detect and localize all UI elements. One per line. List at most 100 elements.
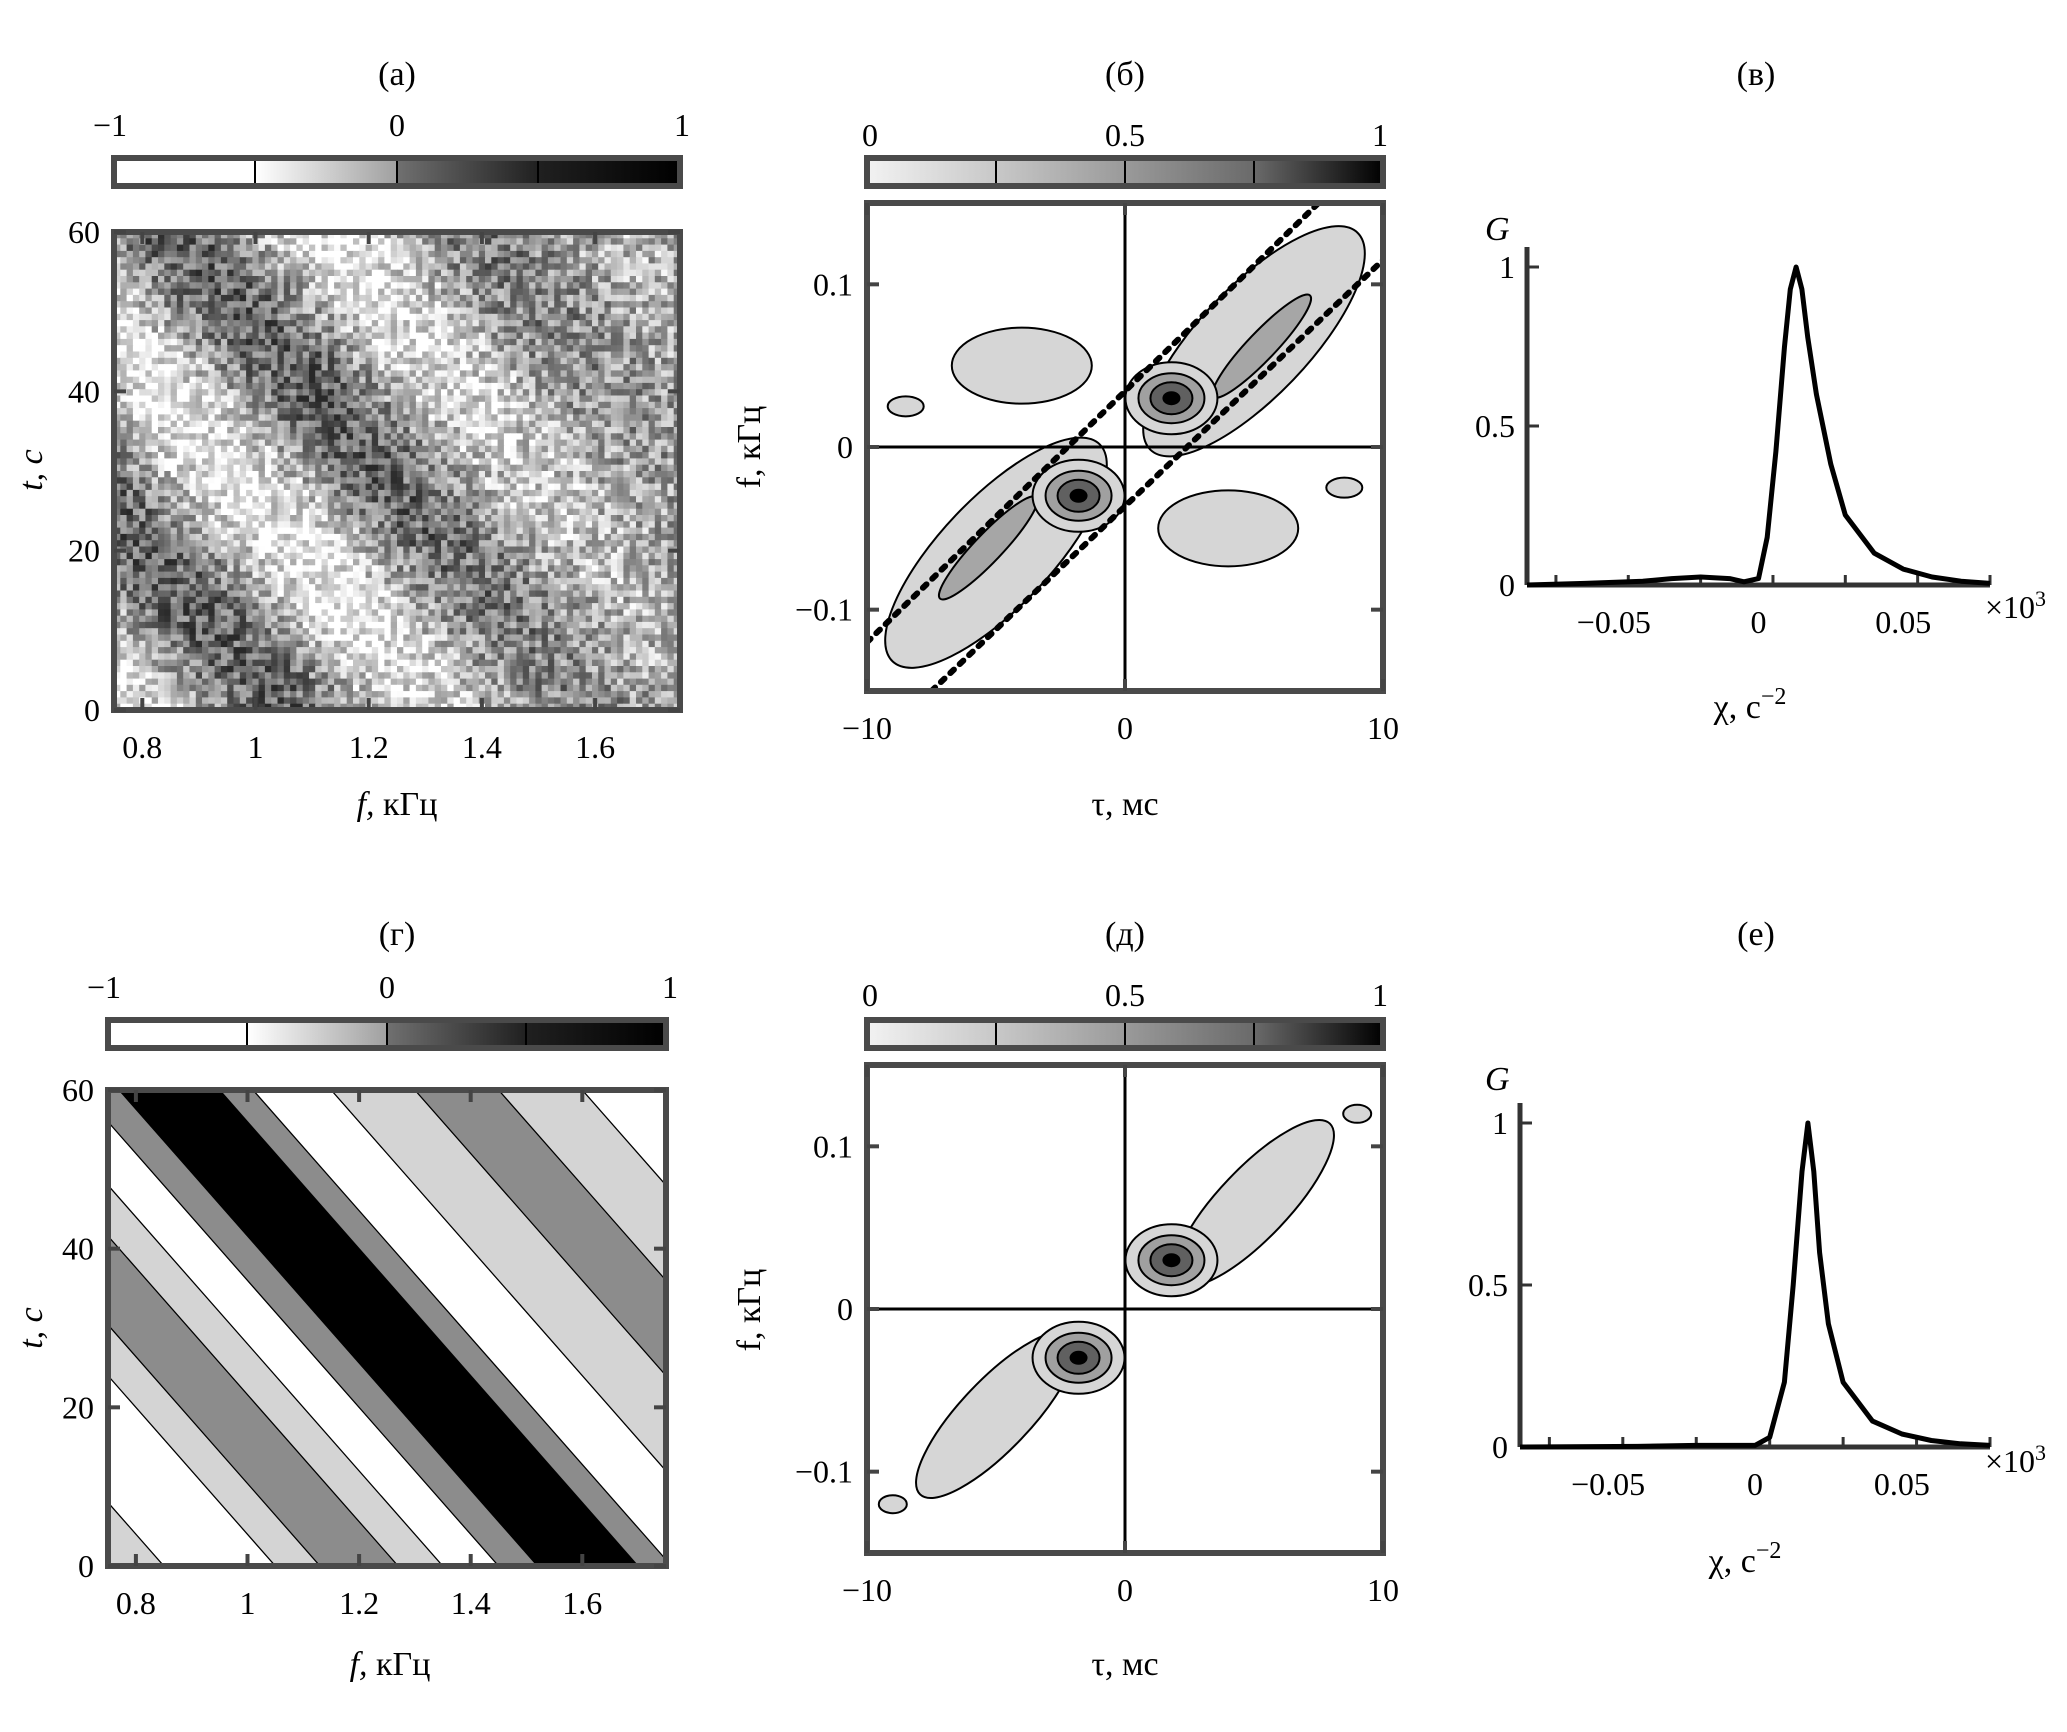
heatmap-cell <box>598 301 606 309</box>
heatmap-cell <box>321 307 329 315</box>
heatmap-cell <box>114 269 121 277</box>
heatmap-cell <box>120 464 128 472</box>
heatmap-cell <box>195 477 203 485</box>
heatmap-cell <box>359 288 367 296</box>
heatmap-cell <box>547 439 555 447</box>
heatmap-cell <box>264 577 272 585</box>
heatmap-cell <box>233 401 241 409</box>
heatmap-cell <box>114 477 121 485</box>
heatmap-cell <box>233 345 241 353</box>
heatmap-cell <box>327 276 335 283</box>
heatmap-cell <box>472 540 480 548</box>
heatmap-cell <box>604 452 612 459</box>
heatmap-cell <box>296 552 304 560</box>
heatmap-cell <box>290 288 297 296</box>
heatmap-cell <box>566 483 574 491</box>
heatmap-cell <box>340 313 348 321</box>
heatmap-cell <box>397 269 404 277</box>
heatmap-cell <box>667 477 675 485</box>
heatmap-cell <box>604 326 612 334</box>
heatmap-cell <box>598 452 606 459</box>
heatmap-cell <box>327 401 335 409</box>
heatmap-cell <box>340 370 348 378</box>
heatmap-cell <box>132 508 140 516</box>
heatmap-cell <box>667 351 675 359</box>
heatmap-cell <box>390 288 398 296</box>
heatmap-cell <box>667 464 675 472</box>
heatmap-cell <box>302 559 310 566</box>
heatmap-cell <box>384 571 392 579</box>
heatmap-cell <box>466 502 474 510</box>
heatmap-cell <box>302 565 310 573</box>
heatmap-cell <box>277 471 285 478</box>
heatmap-cell <box>170 301 178 309</box>
heatmap-cell <box>415 307 423 315</box>
heatmap-cell <box>227 515 235 522</box>
heatmap-cell <box>176 244 184 252</box>
heatmap-cell <box>120 502 128 510</box>
heatmap-cell <box>114 571 121 579</box>
heatmap-cell <box>264 408 272 415</box>
heatmap-cell <box>246 527 253 535</box>
heatmap-cell <box>220 521 228 529</box>
heatmap-cell <box>315 313 323 321</box>
heatmap-cell <box>397 338 404 346</box>
heatmap-cell <box>491 294 499 302</box>
heatmap-cell <box>202 546 209 554</box>
heatmap-cell <box>466 527 474 535</box>
heatmap-cell <box>176 559 184 566</box>
heatmap-cell <box>598 527 606 535</box>
heatmap-cell <box>459 420 467 428</box>
heatmap-cell <box>397 288 404 296</box>
heatmap-cell <box>541 395 549 403</box>
heatmap-cell <box>239 540 247 548</box>
heatmap-cell <box>321 571 329 579</box>
heatmap-cell <box>629 376 637 384</box>
heatmap-cell <box>164 382 172 390</box>
heatmap-cell <box>239 420 247 428</box>
heatmap-cell <box>516 414 524 422</box>
heatmap-cell <box>441 276 448 283</box>
heatmap-cell <box>636 301 643 309</box>
heatmap-cell <box>302 508 310 516</box>
heatmap-cell <box>164 420 172 428</box>
heatmap-cell <box>371 427 379 434</box>
heatmap-cell <box>617 282 624 290</box>
heatmap-cell <box>497 420 505 428</box>
heatmap-cell <box>283 364 291 371</box>
heatmap-cell <box>208 527 216 535</box>
heatmap-cell <box>315 345 323 353</box>
heatmap-cell <box>309 307 316 315</box>
heatmap-cell <box>145 301 153 309</box>
heatmap-cell <box>220 357 228 365</box>
heatmap-cell <box>258 496 266 504</box>
heatmap-cell <box>340 301 348 309</box>
heatmap-cell <box>434 414 442 422</box>
heatmap-cell <box>214 357 222 365</box>
heatmap-cell <box>623 420 631 428</box>
heatmap-cell <box>667 263 675 271</box>
heatmap-cell <box>554 471 562 478</box>
heatmap-cell <box>126 521 134 529</box>
heatmap-cell <box>642 427 650 434</box>
heatmap-cell <box>554 332 562 340</box>
heatmap-cell <box>535 471 543 478</box>
heatmap-cell <box>176 364 184 371</box>
heatmap-cell <box>629 320 637 327</box>
heatmap-cell <box>535 257 543 265</box>
heatmap-cell <box>497 502 505 510</box>
heatmap-cell <box>290 269 297 277</box>
heatmap-cell <box>258 458 266 466</box>
heatmap-cell <box>497 238 505 246</box>
heatmap-cell <box>139 515 147 522</box>
heatmap-cell <box>315 489 323 497</box>
heatmap-cell <box>239 320 247 327</box>
heatmap-cell <box>478 351 486 359</box>
heatmap-cell <box>485 351 492 359</box>
heatmap-cell <box>365 313 373 321</box>
heatmap-cell <box>132 238 140 246</box>
heatmap-cell <box>547 552 555 560</box>
heatmap-cell <box>422 282 430 290</box>
heatmap-cell <box>277 433 285 441</box>
heatmap-cell <box>296 382 304 390</box>
